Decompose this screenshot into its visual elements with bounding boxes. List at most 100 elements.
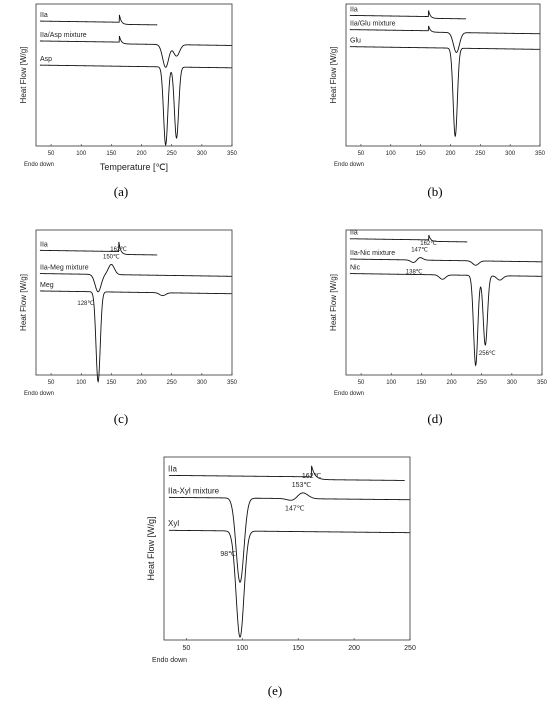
annotation-label: 162℃ [420, 241, 437, 247]
x-tick-label: 150 [106, 151, 117, 157]
x-tick-label: 300 [505, 151, 516, 157]
series-label: IIa-Xyl mixture [168, 486, 220, 495]
plot-frame [345, 229, 543, 376]
plot-frame [163, 456, 411, 641]
x-tick-label: 300 [197, 151, 208, 157]
x-tick-label: 250 [167, 380, 178, 386]
series-label: IIa [350, 6, 358, 13]
x-tick-label: 50 [358, 380, 365, 386]
x-tick-label: 50 [182, 645, 190, 652]
x-tick-label: 100 [76, 380, 87, 386]
annotation-label: 162℃ [110, 247, 127, 253]
chart-svg-a: 50 100 150 200 250 300 350 Heat Flow [W/g] Endo … [19, 3, 238, 172]
annotation-label: 98℃ [220, 551, 236, 558]
series-label: Glu [350, 38, 361, 45]
series-label: IIa [40, 12, 48, 19]
annotation-label: 138℃ [406, 269, 423, 275]
x-tick-label: 100 [236, 645, 248, 652]
y-axis-label: Heat Flow [W/g] [329, 47, 338, 104]
annotation-label: 153℃ [292, 482, 312, 489]
plot-frame [345, 3, 541, 147]
x-tick-label: 100 [386, 380, 397, 386]
annotation-label: 150℃ [103, 254, 120, 260]
series-line-1 [349, 257, 542, 266]
series-line-0 [349, 234, 468, 243]
x-tick-label: 200 [348, 645, 360, 652]
series-line-1 [39, 263, 232, 293]
x-tick-label: 300 [197, 380, 208, 386]
x-tick-label: 100 [386, 151, 397, 157]
annotation-label: 256℃ [479, 351, 496, 357]
series-label: Meg [40, 282, 54, 289]
endo-down-label: Endo down [24, 162, 54, 168]
chart-panel-a: 50 100 150 200 250 300 350 Heat Flow [W/g] Endo … [10, 2, 238, 180]
x-tick-label: 250 [167, 151, 178, 157]
endo-down-label: Endo down [334, 162, 364, 168]
chart-svg-e: 50 100 150 200 250 Heat Flow [W/g] Endo down II… [146, 456, 416, 664]
series-line-0 [39, 241, 158, 256]
x-tick-label: 50 [358, 151, 365, 157]
endo-down-label: Endo down [24, 391, 54, 397]
x-tick-label: 200 [137, 151, 148, 157]
series-line-1 [349, 25, 540, 53]
caption-d: (d) [427, 411, 443, 426]
caption-c: (c) [113, 411, 129, 426]
x-tick-label: 200 [137, 380, 148, 386]
chart-panel-d: 50 100 150 200 250 300 350 Heat Flow [W/g] Endo … [322, 228, 548, 406]
x-tick-label: 150 [416, 380, 427, 386]
chart-panel-e: 50 100 150 200 250 Heat Flow [W/g] Endo down II… [140, 455, 416, 664]
x-tick-label: 250 [404, 645, 416, 652]
series-label: IIa/Asp mixture [40, 32, 87, 39]
x-tick-label: 250 [475, 151, 486, 157]
series-label: IIa/Glu mixture [350, 21, 396, 28]
annotation-label: 162℃ [302, 473, 322, 480]
x-tick-label: 150 [106, 380, 117, 386]
x-tick-label: 300 [507, 380, 518, 386]
plot-frame [35, 3, 233, 147]
series-label: IIa-Meg mixture [40, 265, 89, 272]
series-line-2 [168, 529, 410, 638]
series-line-0 [39, 14, 158, 26]
x-tick-label: 150 [292, 645, 304, 652]
x-tick-label: 150 [416, 151, 427, 157]
endo-down-label: Endo down [334, 391, 364, 397]
series-line-2 [39, 290, 232, 383]
x-tick-label: 350 [227, 380, 238, 386]
x-tick-label: 350 [537, 380, 548, 386]
chart-svg-d: 50 100 150 200 250 300 350 Heat Flow [W/g] Endo … [329, 229, 548, 397]
series-line-0 [349, 10, 467, 20]
x-tick-label: 50 [48, 151, 55, 157]
series-label: IIa [350, 230, 358, 237]
y-axis-label: Heat Flow [W/g] [329, 274, 338, 331]
caption-e: (e) [267, 683, 283, 698]
series-line-2 [349, 46, 540, 138]
y-axis-label: Heat Flow [W/g] [19, 274, 28, 331]
y-axis-label: Heat Flow [W/g] [146, 516, 156, 580]
series-line-2 [349, 273, 542, 367]
series-label: IIa [40, 241, 48, 248]
chart-svg-b: 50 100 150 200 250 300 350 Heat Flow [W/g] Endo … [329, 3, 546, 168]
annotation-label: 147℃ [411, 248, 428, 254]
series-line-0 [168, 465, 405, 481]
x-tick-label: 350 [227, 151, 238, 157]
x-tick-label: 200 [445, 151, 456, 157]
plot-frame [35, 229, 233, 376]
x-tick-label: 50 [48, 380, 55, 386]
x-tick-label: 350 [535, 151, 546, 157]
series-line-2 [39, 64, 232, 147]
caption-a: (a) [113, 184, 129, 199]
caption-b: (b) [427, 184, 443, 199]
series-label: Asp [40, 56, 52, 63]
endo-down-label: Endo down [152, 657, 187, 664]
chart-panel-b: 50 100 150 200 250 300 350 Heat Flow [W/g] Endo … [322, 2, 546, 180]
x-tick-label: 250 [477, 380, 488, 386]
series-label: Xyl [168, 519, 179, 528]
series-label: IIa-Nic mixture [350, 250, 395, 257]
annotation-label: 147℃ [285, 506, 305, 513]
x-axis-label: Temperature [℃] [100, 162, 168, 172]
x-tick-label: 200 [447, 380, 458, 386]
chart-svg-c: 50 100 150 200 250 300 350 Heat Flow [W/g] Endo … [19, 229, 238, 397]
series-line-1 [39, 35, 232, 68]
annotation-label: 128℃ [77, 301, 94, 307]
series-label: IIa [168, 464, 177, 473]
